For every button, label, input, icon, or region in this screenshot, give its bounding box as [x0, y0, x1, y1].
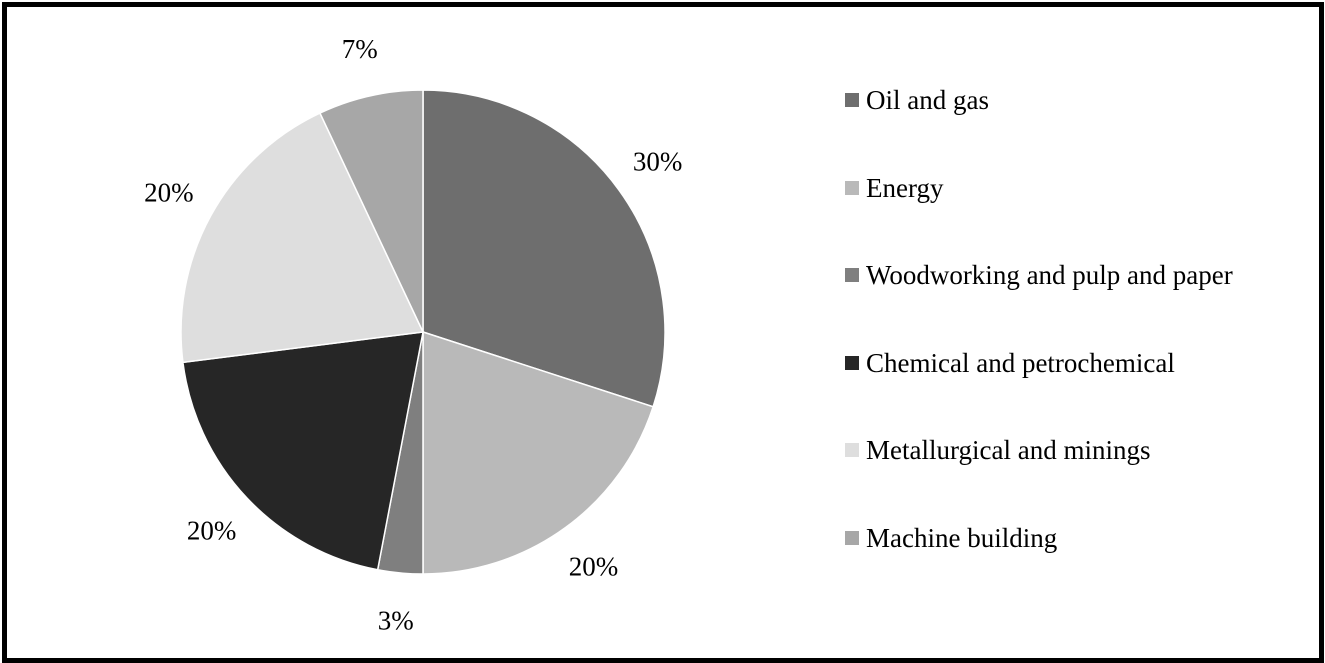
data-label-5: 20% — [144, 177, 194, 207]
legend-label: Machine building — [866, 522, 1058, 553]
data-label-4: 20% — [187, 516, 237, 546]
data-label-6: 7% — [342, 34, 378, 64]
data-label-3: 3% — [378, 606, 414, 636]
legend-swatch-icon — [845, 443, 859, 457]
legend-label: Woodworking and pulp and paper — [866, 260, 1233, 290]
legend-item-6: Machine building — [845, 518, 1057, 558]
legend-label: Energy — [866, 172, 944, 203]
legend-swatch-icon — [845, 180, 859, 195]
pie-slice-4 — [182, 331, 424, 571]
data-label-2: 20% — [569, 552, 619, 582]
pie-data-labels: 30% 20% 3% 20% 20% 7% — [144, 34, 682, 636]
legend-label: Oil and gas — [866, 85, 989, 115]
legend-item-4: Chemical and petrochemical — [845, 343, 1175, 383]
pie-slice-1 — [422, 89, 666, 408]
legend-item-5: Metallurgical and minings — [845, 430, 1150, 470]
pie-slice-6 — [318, 89, 424, 333]
legend-swatch-icon — [845, 268, 859, 282]
legend-swatch-icon — [845, 93, 859, 107]
legend-item-2: Energy — [845, 168, 943, 208]
pie-slice-5 — [180, 112, 425, 364]
legend-item-3: Woodworking and pulp and paper — [845, 255, 1233, 295]
data-label-1: 30% — [633, 147, 683, 177]
legend-swatch-icon — [845, 355, 859, 370]
pie-slice-2 — [422, 330, 655, 575]
legend-label: Metallurgical and minings — [866, 435, 1151, 465]
legend-item-1: Oil and gas — [845, 80, 989, 120]
legend-label: Chemical and petrochemical — [866, 347, 1175, 378]
legend-swatch-icon — [845, 530, 859, 545]
pie-slices — [180, 89, 666, 575]
